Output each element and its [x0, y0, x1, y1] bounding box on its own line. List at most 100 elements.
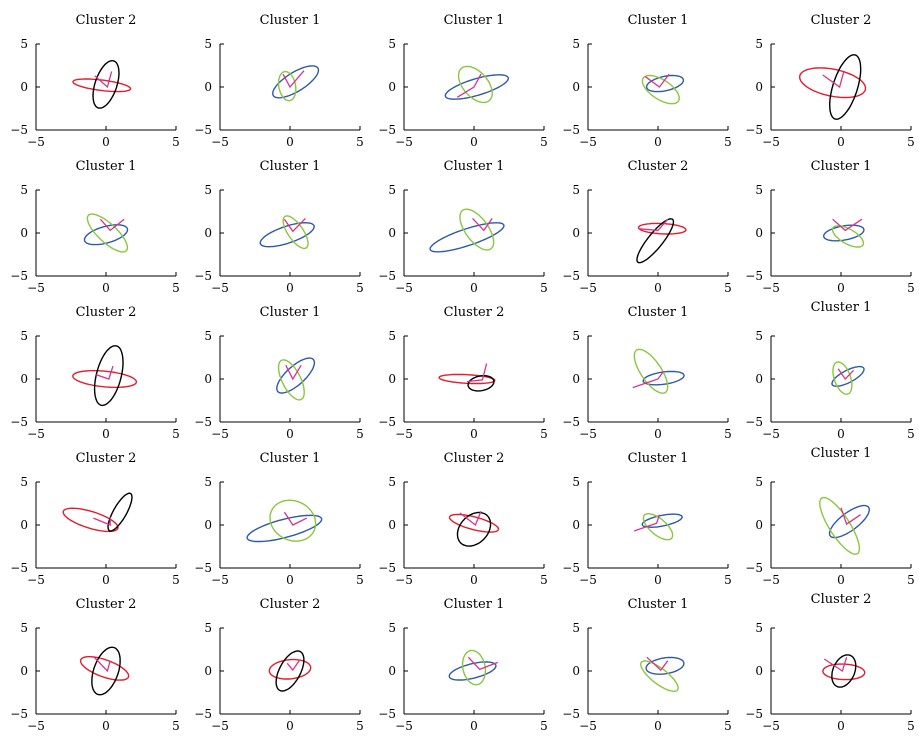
panel-title: Cluster 2	[76, 305, 137, 320]
panel-title: Cluster 1	[76, 159, 137, 174]
panel-title: Cluster 2	[444, 305, 505, 320]
black-ellipse	[275, 650, 305, 692]
y-tick-label: 5	[204, 329, 212, 343]
y-tick-label: −5	[378, 123, 396, 137]
direction-segment	[832, 218, 863, 232]
y-tick-label: −5	[194, 415, 212, 429]
y-tick-label: −5	[10, 707, 28, 721]
y-tick-label: −5	[194, 123, 212, 137]
x-tick-label: −5	[762, 427, 780, 441]
x-tick-label: 5	[356, 573, 364, 587]
y-tick-label: −5	[194, 561, 212, 575]
x-tick-label: 5	[356, 427, 364, 441]
direction-segment	[837, 368, 855, 381]
panel-title: Cluster 1	[628, 451, 689, 466]
y-tick-label: 0	[755, 518, 763, 532]
green-ellipse	[642, 513, 674, 541]
y-tick-label: −5	[562, 561, 580, 575]
x-tick-label: 5	[172, 135, 180, 149]
direction-segment	[283, 511, 308, 526]
black-ellipse	[92, 60, 120, 109]
direction-segment	[467, 656, 499, 671]
cluster-panel: Cluster 1 5 0 −5−5 0 5	[378, 597, 548, 733]
y-tick-label: 0	[755, 664, 763, 678]
black-ellipse	[456, 511, 492, 547]
x-tick-label: −5	[762, 281, 780, 295]
x-tick-label: 5	[172, 719, 180, 733]
x-tick-label: 5	[356, 135, 364, 149]
y-tick-label: 5	[204, 621, 212, 635]
x-tick-label: 0	[654, 281, 662, 295]
panel-title: Cluster 1	[260, 159, 321, 174]
cluster-panel: Cluster 1 5 0 −5−5 0 5	[562, 597, 732, 733]
x-tick-label: −5	[211, 281, 229, 295]
panel-title: Cluster 1	[628, 305, 689, 320]
y-tick-label: 0	[20, 664, 28, 678]
black-ellipse	[467, 375, 495, 392]
cluster-panel: Cluster 1 5 0 −5−5 0 5	[194, 305, 364, 441]
cluster-panel: Cluster 1 5 0 −5−5 0 5	[194, 451, 364, 587]
black-ellipse	[831, 654, 857, 688]
red-ellipse	[268, 658, 312, 680]
x-tick-label: 5	[172, 573, 180, 587]
x-tick-label: 0	[102, 281, 110, 295]
x-tick-label: 5	[356, 281, 364, 295]
direction-segment	[285, 364, 302, 381]
red-ellipse	[448, 513, 500, 533]
x-tick-label: −5	[579, 427, 597, 441]
green-ellipse	[461, 649, 487, 686]
x-tick-label: −5	[395, 719, 413, 733]
x-tick-label: 5	[540, 719, 548, 733]
x-tick-label: 0	[286, 281, 294, 295]
y-tick-label: −5	[745, 561, 763, 575]
x-tick-label: −5	[27, 573, 45, 587]
blue-ellipse	[429, 222, 505, 253]
x-tick-label: −5	[27, 281, 45, 295]
panel-title: Cluster 1	[628, 597, 689, 612]
x-tick-label: −5	[395, 135, 413, 149]
panel-title: Cluster 2	[811, 592, 872, 607]
cluster-panel: Cluster 1 5 0 −5−5 0 5	[378, 159, 548, 295]
x-tick-label: 0	[654, 135, 662, 149]
x-tick-label: −5	[762, 573, 780, 587]
y-tick-label: 0	[204, 80, 212, 94]
green-ellipse	[282, 215, 309, 250]
direction-segment	[632, 370, 665, 389]
blue-ellipse	[276, 357, 316, 394]
x-tick-label: 5	[907, 427, 915, 441]
y-tick-label: −5	[562, 123, 580, 137]
red-ellipse	[79, 656, 130, 681]
green-ellipse	[457, 65, 493, 104]
y-tick-label: 0	[20, 518, 28, 532]
x-tick-label: 5	[724, 573, 732, 587]
y-tick-label: 0	[20, 372, 28, 386]
y-tick-label: −5	[378, 269, 396, 283]
y-tick-label: 0	[572, 80, 580, 94]
y-tick-label: 5	[755, 37, 763, 51]
cluster-panel: Cluster 1 5 0 −5−5 0 5	[745, 159, 915, 295]
direction-segment	[840, 507, 861, 526]
y-tick-label: 5	[572, 37, 580, 51]
y-tick-label: 0	[388, 372, 396, 386]
x-tick-label: 5	[907, 719, 915, 733]
panel-title: Cluster 2	[76, 597, 137, 612]
panel-title: Cluster 1	[628, 13, 689, 28]
panel-title: Cluster 2	[76, 13, 137, 28]
y-tick-label: 0	[755, 226, 763, 240]
x-tick-label: 5	[540, 281, 548, 295]
x-tick-label: −5	[211, 427, 229, 441]
cluster-panel: Cluster 2 5 0 −5−5 0 5	[745, 13, 915, 149]
y-tick-label: 0	[204, 518, 212, 532]
panel-title: Cluster 1	[811, 159, 872, 174]
x-tick-label: 0	[102, 719, 110, 733]
x-tick-label: 0	[654, 573, 662, 587]
x-tick-label: −5	[27, 135, 45, 149]
x-tick-label: 0	[654, 719, 662, 733]
x-tick-label: 0	[286, 719, 294, 733]
x-tick-label: 5	[724, 719, 732, 733]
y-tick-label: −5	[745, 707, 763, 721]
y-tick-label: 5	[20, 475, 28, 489]
panel-title: Cluster 2	[628, 159, 689, 174]
y-tick-label: 5	[755, 329, 763, 343]
panel-title: Cluster 1	[444, 159, 505, 174]
